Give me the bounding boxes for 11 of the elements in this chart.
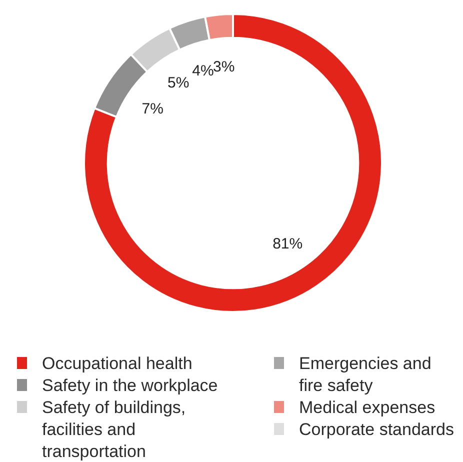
- legend-label: Emergencies and fire safety: [299, 354, 432, 394]
- legend-label: Safety in the workplace: [42, 376, 218, 394]
- legend-label: Occupational health: [42, 354, 192, 372]
- data-label: 3%: [213, 58, 235, 75]
- data-label: 5%: [168, 74, 190, 92]
- data-label: 7%: [142, 100, 164, 117]
- legend-label: Safety of buildings, facilities and transportation: [42, 398, 186, 460]
- legend-label: Medical expenses: [299, 398, 436, 416]
- data-label: 4%: [192, 62, 214, 80]
- legend-label: Corporate standards: [299, 420, 454, 438]
- data-label: 81%: [272, 234, 303, 252]
